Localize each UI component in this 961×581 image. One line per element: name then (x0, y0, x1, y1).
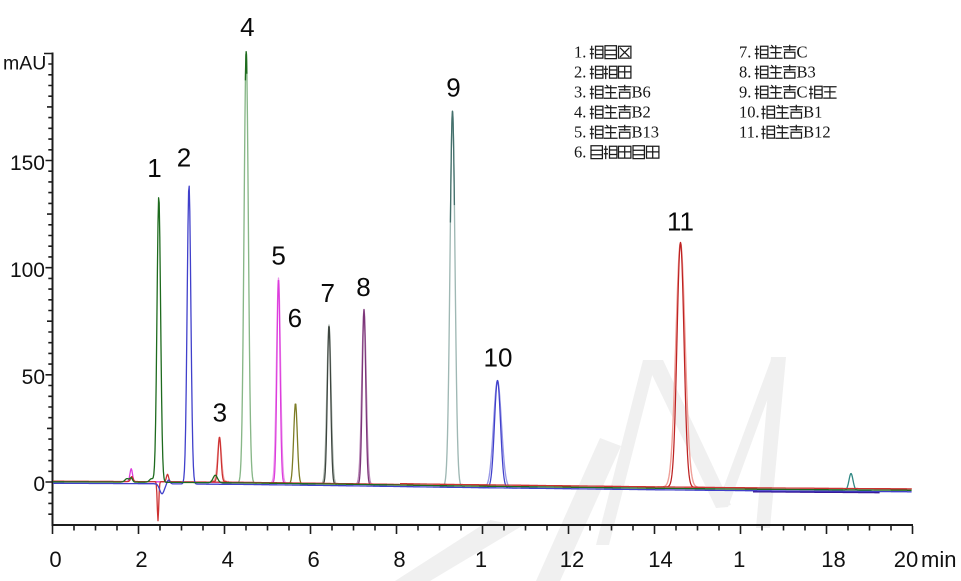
svg-text:1: 1 (147, 153, 161, 183)
svg-text:9.: 9. (739, 83, 751, 102)
svg-text:2.: 2. (574, 63, 586, 82)
svg-text:4.: 4. (574, 103, 586, 122)
svg-text:0: 0 (33, 473, 45, 496)
svg-text:8.: 8. (739, 63, 751, 82)
svg-text:7.: 7. (739, 43, 751, 62)
svg-text:11.: 11. (739, 123, 759, 142)
svg-text:8: 8 (393, 547, 405, 572)
svg-text:B1: B1 (803, 103, 822, 122)
svg-text:1.: 1. (574, 43, 586, 62)
svg-text:4: 4 (222, 547, 234, 572)
svg-text:4: 4 (240, 12, 254, 42)
svg-text:11: 11 (667, 207, 694, 237)
svg-text:2: 2 (135, 547, 147, 572)
svg-text:20: 20 (894, 547, 918, 572)
svg-text:1: 1 (733, 547, 745, 572)
svg-text:B6: B6 (632, 83, 651, 102)
svg-text:150: 150 (10, 152, 45, 175)
svg-text:14: 14 (648, 547, 672, 572)
svg-text:B13: B13 (632, 123, 660, 142)
svg-text:12: 12 (560, 547, 584, 572)
svg-text:6: 6 (307, 547, 319, 572)
svg-text:10: 10 (484, 343, 513, 373)
svg-text:B12: B12 (803, 123, 831, 142)
svg-text:5.: 5. (574, 123, 586, 142)
svg-text:B3: B3 (797, 63, 816, 82)
svg-text:1: 1 (475, 547, 487, 572)
svg-text:5: 5 (271, 241, 285, 271)
svg-text:50: 50 (22, 366, 45, 389)
svg-text:6: 6 (288, 303, 302, 333)
svg-text:min: min (921, 547, 956, 572)
svg-text:3.: 3. (574, 83, 586, 102)
svg-text:0: 0 (49, 547, 61, 572)
svg-text:8: 8 (356, 272, 370, 302)
svg-text:9: 9 (446, 73, 460, 103)
svg-text:6.: 6. (574, 143, 586, 162)
svg-text:2: 2 (177, 143, 191, 173)
svg-text:C: C (797, 83, 808, 102)
svg-text:18: 18 (821, 547, 845, 572)
svg-text:3: 3 (213, 398, 227, 428)
svg-text:C: C (797, 43, 808, 62)
svg-text:B2: B2 (632, 103, 651, 122)
svg-text:100: 100 (10, 259, 45, 282)
svg-text:10.: 10. (739, 103, 760, 122)
svg-text:mAU: mAU (3, 53, 46, 75)
svg-text:7: 7 (320, 278, 334, 308)
